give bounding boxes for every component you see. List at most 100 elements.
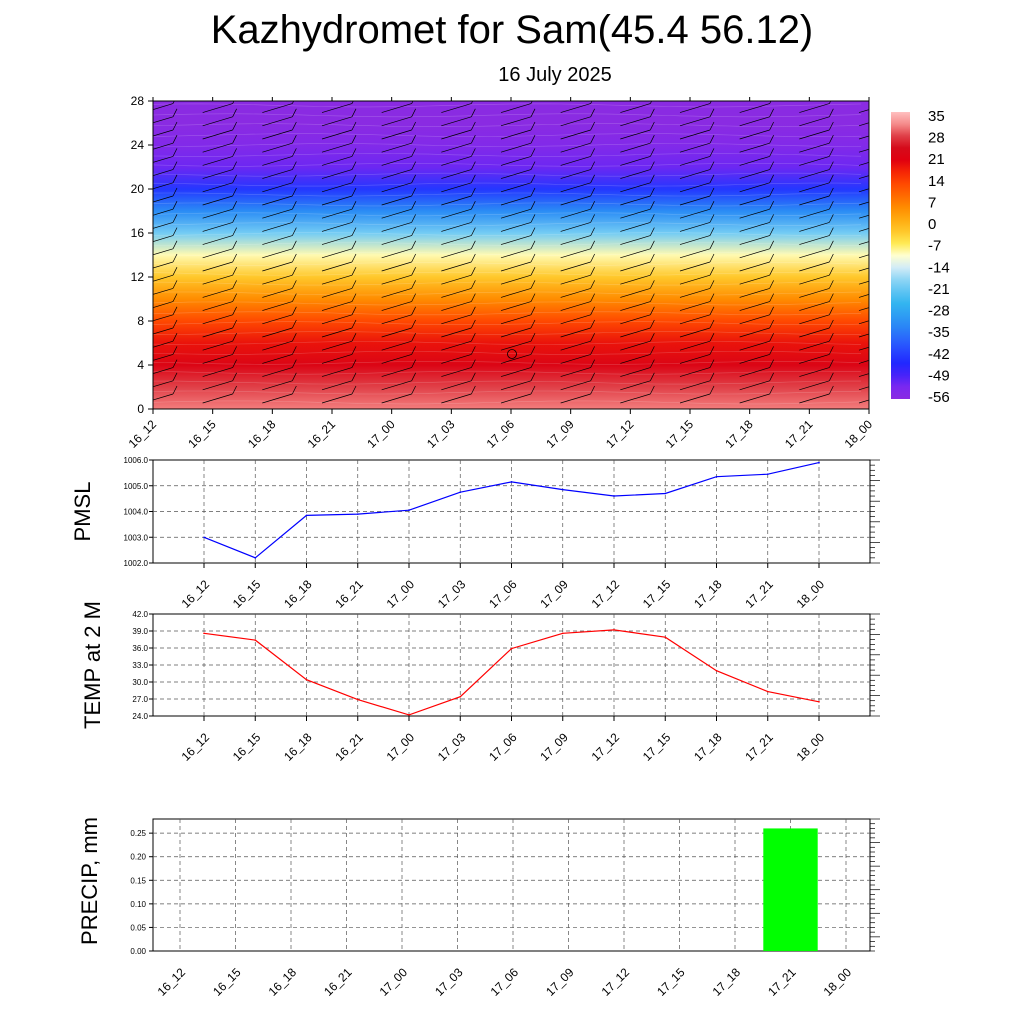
data-point bbox=[613, 495, 615, 497]
wind-barb-flag bbox=[232, 359, 237, 368]
wind-barb bbox=[321, 354, 353, 364]
y-tick-label: 1003.0 bbox=[124, 533, 149, 542]
wind-barb-flag bbox=[411, 240, 416, 249]
wind-barb-flag bbox=[650, 319, 655, 329]
wind-barb bbox=[739, 129, 770, 140]
wind-barb bbox=[321, 288, 353, 298]
wind-barb-flag bbox=[351, 293, 357, 302]
wind-barb bbox=[620, 208, 651, 219]
colorbar-label: 21 bbox=[928, 151, 945, 168]
wind-barb bbox=[381, 314, 412, 325]
data-point bbox=[715, 669, 718, 672]
wind-barb-flag bbox=[530, 214, 536, 223]
wind-barb bbox=[799, 129, 830, 140]
wind-barb bbox=[739, 393, 770, 404]
wind-barb bbox=[153, 182, 174, 190]
wind-barb-flag bbox=[351, 346, 357, 355]
x-tick-label: 17_00 bbox=[384, 577, 418, 611]
wind-barb bbox=[858, 148, 869, 153]
wind-barb-flag bbox=[769, 267, 774, 276]
wind-barb-flag bbox=[650, 359, 655, 368]
wind-barb-flag bbox=[709, 121, 715, 131]
wind-barb bbox=[679, 261, 711, 272]
y-tick-label: 0.20 bbox=[130, 853, 146, 862]
wind-barb bbox=[500, 340, 532, 351]
wind-barb bbox=[262, 288, 293, 298]
wind-barb-flag bbox=[769, 306, 774, 315]
wind-barb bbox=[321, 156, 353, 166]
wind-barb bbox=[500, 314, 532, 325]
wind-barb-flag bbox=[829, 253, 834, 263]
wind-barb bbox=[262, 393, 293, 404]
wind-barb-flag bbox=[172, 135, 178, 144]
x-tick-label: 17_09 bbox=[537, 730, 571, 764]
wind-barb bbox=[381, 235, 412, 245]
wind-barb bbox=[620, 222, 651, 232]
wind-barb-flag bbox=[411, 359, 416, 368]
x-tick-label: 17_09 bbox=[537, 577, 571, 611]
wind-barb bbox=[739, 354, 770, 364]
wind-barb bbox=[679, 301, 711, 311]
wind-barb bbox=[441, 354, 472, 364]
wind-barb bbox=[153, 129, 174, 137]
wind-barb bbox=[858, 135, 869, 140]
wind-barb bbox=[153, 156, 174, 163]
wind-barb bbox=[202, 354, 233, 364]
wind-barb-flag bbox=[530, 319, 536, 329]
wind-barb-flag bbox=[292, 161, 297, 170]
x-tick-label: 16_21 bbox=[305, 417, 339, 451]
wind-barb-flag bbox=[650, 101, 653, 104]
wind-barb bbox=[739, 380, 770, 391]
wind-barb-flag bbox=[351, 148, 357, 157]
data-point bbox=[408, 509, 410, 512]
contour-line bbox=[153, 262, 862, 266]
wind-barb-flag bbox=[411, 108, 416, 117]
wind-barb-flag bbox=[172, 333, 178, 342]
wind-barb-flag bbox=[172, 385, 178, 395]
wind-barb bbox=[620, 235, 651, 245]
wind-barb bbox=[620, 195, 651, 206]
y-tick-label: 33.0 bbox=[132, 661, 148, 670]
x-tick-label: 16_21 bbox=[332, 730, 366, 764]
wind-barb-flag bbox=[650, 293, 655, 302]
wind-barb bbox=[153, 116, 174, 124]
wind-barb-flag bbox=[709, 201, 715, 210]
wind-barb-flag bbox=[709, 101, 712, 104]
y-tick-label: 1002.0 bbox=[124, 559, 149, 568]
wind-barb-flag bbox=[232, 267, 237, 276]
x-tick-label: 17_15 bbox=[663, 417, 697, 451]
wind-barb-flag bbox=[292, 121, 297, 131]
wind-barb-flag bbox=[232, 161, 237, 170]
wind-barb-flag bbox=[232, 135, 237, 144]
wind-barb-flag bbox=[351, 253, 357, 263]
y-tick-label: 27.0 bbox=[132, 695, 148, 704]
colorbar-label: -21 bbox=[928, 281, 950, 298]
wind-barb-flag bbox=[292, 227, 297, 236]
contour-line bbox=[153, 341, 862, 345]
wind-barb-flag bbox=[232, 253, 237, 263]
wind-barb-flag bbox=[530, 148, 536, 157]
data-point bbox=[664, 636, 667, 639]
wind-barb-flag bbox=[351, 174, 357, 183]
wind-barb-flag bbox=[590, 121, 595, 131]
contour-line bbox=[153, 351, 862, 355]
wind-barb-flag bbox=[829, 319, 834, 329]
wind-barb-flag bbox=[351, 101, 354, 104]
y-axis-label: TEMP at 2 M bbox=[80, 601, 105, 729]
wind-barb bbox=[739, 182, 770, 193]
wind-barb bbox=[500, 393, 532, 404]
data-point bbox=[356, 698, 359, 701]
wind-barb bbox=[202, 301, 233, 311]
wind-barb-flag bbox=[351, 214, 357, 223]
wind-barb bbox=[858, 214, 869, 219]
wind-barb bbox=[441, 129, 472, 140]
wind-barb bbox=[620, 103, 651, 113]
colorbar-label: 28 bbox=[928, 130, 945, 147]
wind-barb-flag bbox=[292, 359, 297, 368]
y-tick-label: 24.0 bbox=[132, 712, 148, 721]
wind-barb bbox=[441, 274, 472, 285]
contour-line bbox=[153, 133, 862, 137]
wind-barb-flag bbox=[172, 174, 178, 183]
plot-frame bbox=[152, 818, 871, 952]
wind-barb bbox=[202, 182, 233, 193]
